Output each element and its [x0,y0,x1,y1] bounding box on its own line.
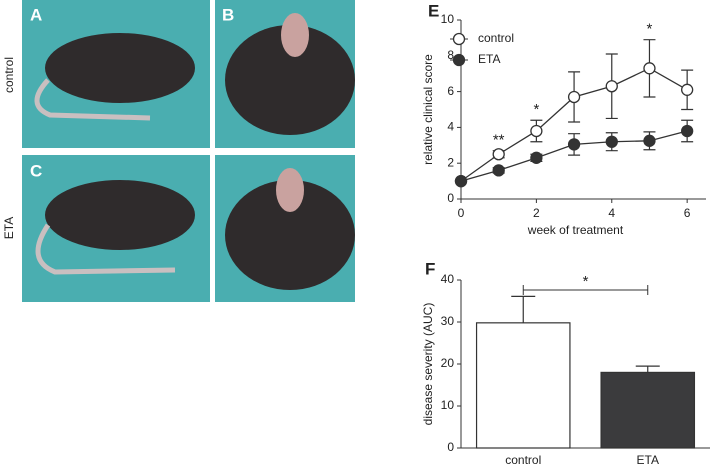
tail [34,78,151,121]
row-label: control [2,57,16,93]
significance-bracket [522,285,649,295]
marker [567,138,581,151]
y-tick-label: 10 [441,12,455,26]
panel-label: F [425,259,435,278]
y-tick-label: 4 [447,120,454,134]
y-tick-label: 8 [447,48,454,62]
significance: * [583,273,589,290]
legend-label: control [478,31,514,45]
legend-marker [452,53,466,67]
y-tick-label: 40 [441,272,455,286]
x-axis-label: week of treatment [527,223,624,237]
marker [643,134,656,147]
marker [492,164,505,177]
panel-label: A [30,5,42,24]
mouse [225,180,355,290]
significance: * [647,21,653,38]
row-label: ETA [2,217,16,239]
legend-marker [452,32,466,46]
x-tick-label: ETA [637,453,659,467]
panel-label: C [30,161,42,180]
y-tick-label: 10 [441,398,455,412]
mouse [45,180,195,250]
x-tick-label: 4 [608,206,615,220]
marker [530,151,543,164]
x-tick-label: control [505,453,541,467]
x-tick-label: 6 [684,206,691,220]
marker [530,124,543,138]
bar [475,322,571,449]
photos: A B C control ETA [2,0,355,302]
significance: ** [493,132,505,149]
ear [281,13,309,57]
ear [276,168,304,212]
y-tick-label: 30 [441,314,455,328]
y-tick-label: 6 [447,84,454,98]
mouse [45,33,195,103]
x-tick-label: 0 [458,206,465,220]
mouse [225,25,355,135]
y-tick-label: 20 [441,356,455,370]
marker [492,148,505,161]
marker [605,80,618,93]
bar [600,371,696,449]
panel-label: B [222,5,234,24]
y-axis-label: disease severity (AUC) [421,303,435,426]
y-tick-label: 0 [447,440,454,454]
y-axis-label: relative clinical score [421,54,435,165]
y-tick-label: 2 [447,155,454,169]
tail [35,223,176,275]
legend-label: ETA [478,52,500,66]
marker [605,135,618,148]
marker [454,174,468,188]
x-tick-label: 2 [533,206,540,220]
y-tick-label: 0 [447,191,454,205]
marker [681,124,694,138]
marker [681,83,694,96]
marker [643,62,656,75]
significance: * [533,101,539,118]
panel-label: E [428,1,439,20]
marker [567,90,581,104]
